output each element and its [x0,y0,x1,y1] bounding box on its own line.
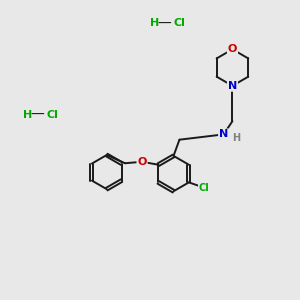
Text: Cl: Cl [199,183,209,193]
Text: H: H [232,133,240,143]
Text: H: H [23,110,32,120]
Text: N: N [228,81,237,91]
Text: N: N [219,129,228,140]
Text: —: — [157,16,171,30]
Text: O: O [228,44,237,54]
Text: H: H [150,18,159,28]
Text: Cl: Cl [174,18,185,28]
Text: Cl: Cl [47,110,59,120]
Text: O: O [137,157,147,167]
Text: —: — [31,108,44,122]
